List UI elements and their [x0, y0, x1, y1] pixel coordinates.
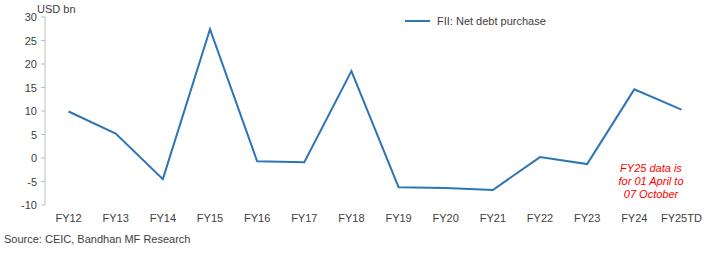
y-tick — [41, 40, 45, 41]
y-tick — [41, 181, 45, 182]
x-tick-label: FY17 — [291, 212, 317, 224]
legend-label: FII: Net debt purchase — [437, 15, 546, 27]
x-tick-label: FY18 — [338, 212, 364, 224]
y-tick-label: 0 — [31, 152, 37, 164]
y-tick — [41, 64, 45, 65]
x-tick-label: FY14 — [150, 212, 176, 224]
x-tick-label: FY24 — [621, 212, 647, 224]
x-tick-label: FY13 — [103, 212, 129, 224]
y-tick — [41, 87, 45, 88]
y-tick-label: 10 — [25, 105, 37, 117]
series-line — [69, 29, 682, 190]
annotation: FY25 data is — [620, 162, 682, 174]
x-tick-label: FY16 — [244, 212, 270, 224]
y-tick-label: 30 — [25, 11, 37, 23]
source: Source: CEIC, Bandhan MF Research — [4, 233, 190, 245]
y-tick — [41, 111, 45, 112]
x-tick-label: FY23 — [574, 212, 600, 224]
annotation: 07 October — [624, 188, 680, 200]
x-tick-label: FY25TD — [661, 212, 702, 224]
y-tick — [41, 158, 45, 159]
y-tick-label: -5 — [27, 176, 37, 188]
y-tick — [41, 134, 45, 135]
x-tick-label: FY15 — [197, 212, 223, 224]
legend-swatch — [405, 20, 430, 22]
y-tick — [41, 205, 45, 206]
y-tick — [41, 17, 45, 18]
y-tick-label: -10 — [21, 199, 37, 211]
x-tick-label: FY12 — [55, 212, 81, 224]
plot-area — [69, 29, 682, 190]
y-tick-label: 20 — [25, 58, 37, 70]
x-tick-label: FY21 — [480, 212, 506, 224]
y-tick-label: 25 — [25, 35, 37, 47]
x-tick-label: FY19 — [385, 212, 411, 224]
y-tick-label: 15 — [25, 82, 37, 94]
y-axis-label: USD bn — [37, 3, 76, 15]
y-tick-label: 5 — [31, 129, 37, 141]
x-tick-label: FY20 — [433, 212, 459, 224]
x-tick-label: FY22 — [527, 212, 553, 224]
annotation: for 01 April to — [618, 175, 683, 187]
chart: -10 -5 0 5 10 15 20 25 30 FY12 FY13 FY14 FY15 FY16 FY1… — [0, 0, 722, 257]
